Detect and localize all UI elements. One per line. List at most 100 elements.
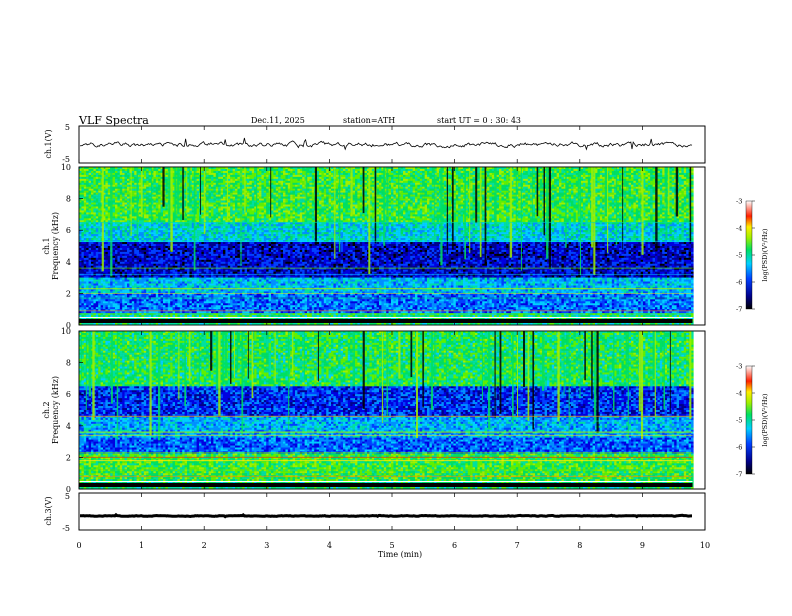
spectrogram-cell xyxy=(489,177,492,179)
spectrogram-cell xyxy=(113,187,116,189)
spectrogram-cell xyxy=(372,175,375,177)
spectrogram-cell xyxy=(144,179,147,181)
spectrogram-cell xyxy=(89,185,92,187)
spectrogram-cell xyxy=(389,181,392,183)
spectrogram-cell xyxy=(300,185,303,187)
spectrogram-cell xyxy=(146,181,149,183)
spectrogram-cell xyxy=(633,171,636,173)
spectrogram-cell xyxy=(429,179,432,181)
spectrogram-cell xyxy=(410,179,413,181)
spectrogram-cell xyxy=(379,181,382,183)
spectrogram-cell xyxy=(146,173,149,175)
spectrogram-cell xyxy=(408,175,411,177)
spectrogram-cell xyxy=(523,169,526,171)
spectrogram-cell xyxy=(144,169,147,171)
spectrogram-cell xyxy=(281,177,284,179)
spectrogram-cell xyxy=(302,175,305,177)
spectrogram-cell xyxy=(249,179,252,181)
spectrogram-cell xyxy=(324,175,327,177)
spectrogram-cell xyxy=(113,175,116,177)
spectrogram-cell xyxy=(420,173,423,175)
spectrogram-cell xyxy=(413,177,416,179)
spectrogram-cell xyxy=(86,185,89,187)
spectrogram-cell xyxy=(276,185,279,187)
spectrogram-cell xyxy=(518,173,521,175)
spectrogram-cell xyxy=(355,185,358,187)
spectrogram-cell xyxy=(449,181,452,183)
spectrogram-cell xyxy=(153,183,156,185)
spectrogram-cell xyxy=(554,185,557,187)
spectrogram-cell xyxy=(585,183,588,185)
spectrogram-cell xyxy=(331,177,334,179)
spectrogram-cell xyxy=(290,185,293,187)
spectrogram-cell xyxy=(285,179,288,181)
spectrogram-cell xyxy=(285,177,288,179)
spectrogram-cell xyxy=(357,175,360,177)
spectrogram-cell xyxy=(81,187,84,189)
spectrogram-cell xyxy=(401,183,404,185)
spectrogram-cell xyxy=(108,183,111,185)
spectrogram-cell xyxy=(648,169,651,171)
spectrogram-cell xyxy=(624,181,627,183)
spectrogram-cell xyxy=(636,181,639,183)
spectrogram-cell xyxy=(525,183,528,185)
spectrogram-cell xyxy=(415,171,418,173)
spectrogram-cell xyxy=(348,183,351,185)
spectrogram-cell xyxy=(218,181,221,183)
spectrogram-cell xyxy=(221,187,224,189)
spectrogram-cell xyxy=(105,187,108,189)
spectrogram-cell xyxy=(249,187,252,189)
spectrogram-cell xyxy=(134,169,137,171)
spectrogram-cell xyxy=(331,175,334,177)
spectrogram-cell xyxy=(84,179,87,181)
spectrogram-cell xyxy=(691,181,694,183)
spectrogram-cell xyxy=(134,171,137,173)
spectrogram-cell xyxy=(288,173,291,175)
spectrogram-cell xyxy=(528,171,531,173)
spectrogram-cell xyxy=(626,177,629,179)
spectrogram-cell xyxy=(408,169,411,171)
spectrogram-cell xyxy=(144,187,147,189)
spectrogram-cell xyxy=(506,169,509,171)
spectrogram-cell xyxy=(276,179,279,181)
spectrogram-cell xyxy=(237,175,240,177)
spectrogram-cell xyxy=(645,181,648,183)
spectrogram-cell xyxy=(624,179,627,181)
spectrogram-cell xyxy=(300,179,303,181)
spectrogram-cell xyxy=(326,179,329,181)
spectrogram-cell xyxy=(180,171,183,173)
spectrogram-cell xyxy=(403,169,406,171)
spectrogram-cell xyxy=(391,185,394,187)
spectrogram-cell xyxy=(561,183,564,185)
spectrogram-cell xyxy=(247,173,250,175)
spectrogram-cell xyxy=(360,171,363,173)
spectrogram-cell xyxy=(281,171,284,173)
spectrogram-cell xyxy=(662,175,665,177)
spectrogram-cell xyxy=(355,175,358,177)
spectrogram-cell xyxy=(420,183,423,185)
spectrogram-cell xyxy=(158,187,161,189)
spectrogram-cell xyxy=(554,173,557,175)
spectrogram-cell xyxy=(353,181,356,183)
spectrogram-cell xyxy=(461,185,464,187)
spectrogram-cell xyxy=(295,175,298,177)
spectrogram-cell xyxy=(223,169,226,171)
spectrogram-cell xyxy=(554,175,557,177)
spectrogram-cell xyxy=(492,183,495,185)
spectrogram-cell xyxy=(223,175,226,177)
spectrogram-cell xyxy=(249,175,252,177)
spectrogram-cell xyxy=(259,177,262,179)
spectrogram-cell xyxy=(372,183,375,185)
spectrogram-cell xyxy=(389,179,392,181)
spectrogram-cell xyxy=(321,177,324,179)
spectrogram-cell xyxy=(156,177,159,179)
spectrogram-cell xyxy=(91,183,94,185)
spectrogram-cell xyxy=(645,183,648,185)
spectrogram-cell xyxy=(425,179,428,181)
spectrogram-cell xyxy=(247,179,250,181)
spectrogram-cell xyxy=(165,187,168,189)
spectrogram-cell xyxy=(648,173,651,175)
spectrogram-cell xyxy=(230,181,233,183)
spectrogram-cell xyxy=(93,171,96,173)
spectrogram-cell xyxy=(429,177,432,179)
